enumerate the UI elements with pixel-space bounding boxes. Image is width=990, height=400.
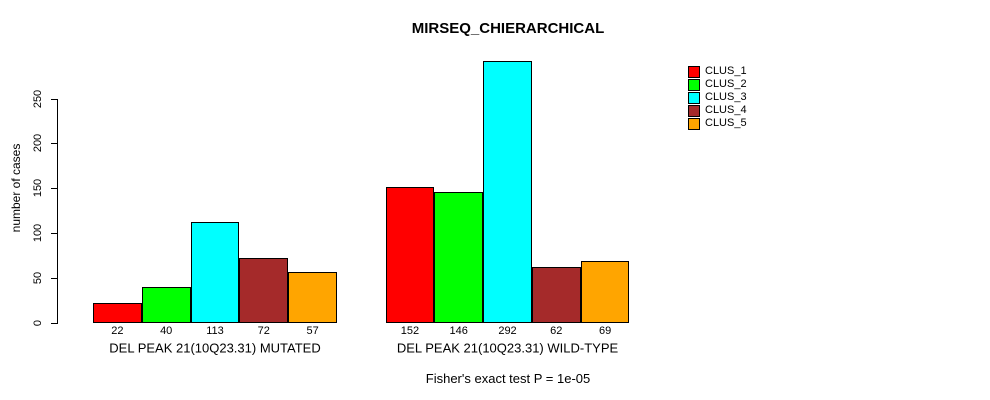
legend-swatch — [688, 117, 700, 130]
bar — [93, 303, 142, 323]
bar-value-label: 22 — [111, 325, 124, 337]
bar-value-label: 146 — [449, 325, 468, 337]
legend-item-label: CLUS_2 — [705, 78, 747, 90]
y-tick-label: 0 — [32, 319, 44, 327]
bar — [385, 186, 435, 323]
bar — [239, 258, 289, 323]
bar — [434, 191, 484, 323]
bar-value-label: 152 — [400, 325, 420, 337]
legend-item-label: CLUS_1 — [705, 65, 747, 77]
bar-value-label: 113 — [206, 325, 224, 337]
bar — [141, 287, 191, 323]
legend-item: CLUS_5 — [688, 117, 747, 130]
group-label: DEL PEAK 21(10Q23.31) MUTATED — [109, 340, 321, 356]
group-label: DEL PEAK 21(10Q23.31) WILD-TYPE — [396, 340, 619, 356]
y-tick-label: 250 — [32, 89, 44, 108]
bar-value-label: 292 — [498, 325, 517, 337]
bar-value-label: 69 — [598, 325, 612, 337]
legend-item: CLUS_4 — [688, 104, 747, 117]
legend-swatch — [688, 104, 700, 117]
legend-item: CLUS_3 — [688, 91, 747, 104]
bar — [190, 221, 240, 323]
y-tick-label: 200 — [32, 134, 44, 153]
y-tick-mark — [51, 278, 57, 280]
annotation-text: Fisher's exact test P = 1e-05 — [425, 371, 591, 386]
y-tick-label: 100 — [32, 224, 44, 243]
legend-item-label: CLUS_5 — [705, 117, 747, 129]
legend-item-label: CLUS_3 — [705, 91, 747, 103]
bar-value-label: 72 — [257, 325, 270, 337]
bar-value-label: 57 — [306, 325, 319, 337]
y-tick-label: 150 — [32, 179, 44, 198]
y-axis-label: number of cases — [9, 143, 23, 233]
bar — [531, 267, 581, 323]
legend-swatch — [688, 78, 700, 91]
legend-swatch — [688, 65, 700, 78]
bar — [483, 60, 532, 323]
bar — [288, 271, 337, 323]
legend-swatch — [688, 91, 700, 104]
y-axis-line — [57, 98, 58, 324]
legend: CLUS_1 CLUS_2 CLUS_3 CLUS_4 CLUS_5 — [688, 65, 747, 130]
y-tick-mark — [51, 98, 57, 100]
chart-title: MIRSEQ_CHIERARCHICAL — [411, 20, 605, 37]
y-tick-mark — [51, 233, 57, 235]
y-tick-label: 50 — [32, 271, 44, 285]
bar-value-label: 62 — [550, 325, 563, 337]
legend-item: CLUS_1 — [688, 65, 747, 78]
y-tick-mark — [51, 143, 57, 145]
legend-item-label: CLUS_4 — [705, 104, 747, 116]
bar-value-label: 40 — [160, 325, 173, 337]
y-tick-mark — [51, 323, 57, 324]
y-tick-mark — [51, 188, 57, 190]
bar — [580, 261, 630, 323]
legend-item: CLUS_2 — [688, 78, 747, 91]
